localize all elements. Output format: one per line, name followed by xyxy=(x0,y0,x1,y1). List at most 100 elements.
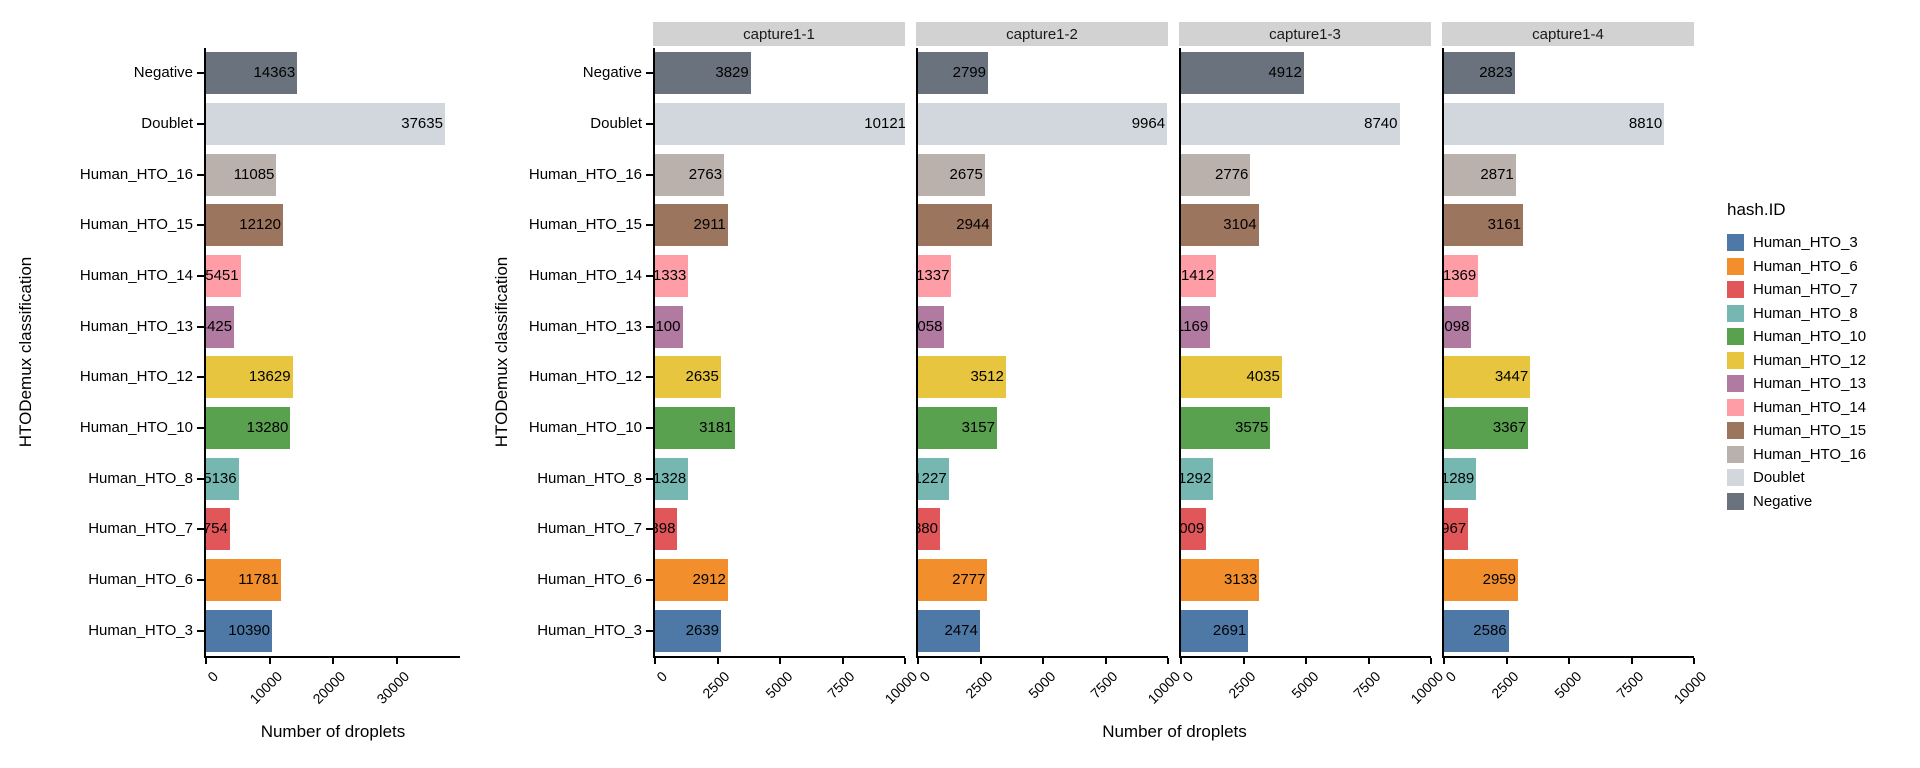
x-axis-tick xyxy=(1693,658,1695,664)
x-axis-tick xyxy=(841,658,844,664)
bar-Human_HTO_16 xyxy=(1444,153,1516,196)
x-axis-tick xyxy=(1430,658,1432,664)
y-axis-label-Negative: Negative xyxy=(582,64,642,82)
bar-value-label: 3367 xyxy=(1492,419,1527,436)
bar-Human_HTO_12 xyxy=(1181,356,1282,399)
facet-strip-capture1-3: capture1-3 xyxy=(1179,22,1431,46)
bar-value-label: 5451 xyxy=(205,267,239,284)
bar-value-label: 3829 xyxy=(715,64,749,82)
y-axis-tick xyxy=(646,224,653,227)
bar-Negative xyxy=(655,52,751,95)
bar-Human_HTO_15 xyxy=(206,204,283,247)
legend-swatch-Human_HTO_12 xyxy=(1727,351,1744,369)
bar-Human_HTO_10 xyxy=(655,407,735,449)
bar-value-label: 3575 xyxy=(1235,419,1269,436)
y-axis-tick xyxy=(197,579,204,581)
bar-value-label: 4912 xyxy=(1268,64,1302,82)
bar-value-label: 12120 xyxy=(239,216,281,234)
legend-label-Human_HTO_15: Human_HTO_15 xyxy=(1753,422,1867,439)
bar-Doublet xyxy=(1181,103,1400,145)
bar-value-label: 11085 xyxy=(233,165,275,183)
bar-Human_HTO_13 xyxy=(918,305,945,348)
bar-value-label: 1337 xyxy=(916,267,950,284)
bar-Negative xyxy=(206,52,298,95)
bar-value-label: 2639 xyxy=(685,621,719,639)
bar-Human_HTO_6 xyxy=(918,559,988,601)
legend-label-Negative: Negative xyxy=(1753,492,1813,510)
bar-Human_HTO_14 xyxy=(1181,255,1217,297)
x-axis-tick xyxy=(1630,658,1633,664)
y-axis-label-Human_HTO_7: Human_HTO_7 xyxy=(537,520,642,538)
bar-value-label: 2959 xyxy=(1482,571,1516,588)
y-axis-tick xyxy=(646,376,653,379)
y-axis-label-Negative: Negative xyxy=(133,64,193,82)
legend-label-Human_HTO_14: Human_HTO_14 xyxy=(1753,398,1867,416)
x-axis-tick-label-text: 10000 xyxy=(1670,668,1710,707)
bar-Human_HTO_7 xyxy=(655,508,678,551)
y-axis-label-Human_HTO_10: Human_HTO_10 xyxy=(528,419,642,436)
bar-value-label: 1169 xyxy=(1179,317,1209,335)
x-axis-tick xyxy=(779,658,781,664)
bar-value-label: 3161 xyxy=(1487,216,1522,234)
bar-Doublet xyxy=(1444,103,1665,145)
left-x-axis-title: Number of droplets xyxy=(260,722,406,741)
bar-Human_HTO_15 xyxy=(1444,204,1524,247)
bar-Human_HTO_12 xyxy=(655,356,721,399)
bar-Human_HTO_7 xyxy=(1444,508,1469,551)
y-axis-label-Doublet: Doublet xyxy=(141,115,193,132)
bar-value-label: 8740 xyxy=(1364,115,1398,132)
legend-title: hash.ID xyxy=(1727,200,1786,219)
bar-Human_HTO_16 xyxy=(1181,153,1251,196)
y-axis-label-Human_HTO_10: Human_HTO_10 xyxy=(79,419,193,436)
legend-label-Human_HTO_12: Human_HTO_12 xyxy=(1753,351,1867,369)
facet-x-axis-title: Number of droplets xyxy=(1102,722,1247,741)
bar-value-label: 1369 xyxy=(1442,267,1477,284)
x-axis-tick xyxy=(904,658,906,664)
bar-Human_HTO_8 xyxy=(1181,457,1214,500)
bar-Human_HTO_6 xyxy=(1181,559,1260,601)
bar-value-label: 9964 xyxy=(1131,115,1166,132)
legend-label-Human_HTO_10: Human_HTO_10 xyxy=(1753,328,1867,345)
bar-value-label: 2912 xyxy=(692,571,726,588)
bar-value-label: 3754 xyxy=(206,520,228,538)
bar-Human_HTO_3 xyxy=(206,609,272,652)
bar-value-label: 3512 xyxy=(970,368,1004,386)
bar-value-label: 2675 xyxy=(949,165,983,183)
y-axis-label-Human_HTO_16: Human_HTO_16 xyxy=(528,165,642,183)
y-axis-tick xyxy=(646,173,653,176)
y-axis-label-Human_HTO_6: Human_HTO_6 xyxy=(88,571,193,588)
y-axis-tick xyxy=(646,579,653,581)
bar-value-label: 2799 xyxy=(952,64,986,82)
x-axis-tick xyxy=(1042,658,1044,664)
legend-label-Human_HTO_7: Human_HTO_7 xyxy=(1753,281,1858,298)
bar-Human_HTO_10 xyxy=(1444,407,1529,449)
bar-Human_HTO_3 xyxy=(1444,609,1509,652)
y-axis-label-Human_HTO_14: Human_HTO_14 xyxy=(79,267,193,284)
y-axis-label-Human_HTO_3: Human_HTO_3 xyxy=(88,621,193,639)
bar-value-label: 2871 xyxy=(1480,165,1514,183)
bar-value-label: 11781 xyxy=(238,571,279,588)
legend-swatch-Doublet xyxy=(1727,469,1744,486)
x-axis-tick xyxy=(1568,658,1570,664)
y-axis-tick xyxy=(197,427,204,429)
y-axis-tick xyxy=(646,123,653,125)
x-axis-tick xyxy=(1367,658,1370,664)
bar-value-label: 13629 xyxy=(248,368,291,386)
legend-swatch-Negative xyxy=(1727,492,1744,510)
y-axis-tick xyxy=(197,224,204,227)
y-axis-label-Human_HTO_12: Human_HTO_12 xyxy=(528,368,642,386)
bar-value-label: 1098 xyxy=(1444,317,1470,335)
y-axis-tick xyxy=(646,72,653,75)
y-axis-tick xyxy=(197,275,204,277)
bar-value-label: 1328 xyxy=(653,469,687,487)
x-axis-tick xyxy=(268,658,271,664)
y-axis-label-Human_HTO_8: Human_HTO_8 xyxy=(537,469,642,487)
y-axis-label-Human_HTO_13: Human_HTO_13 xyxy=(528,317,642,335)
bar-value-label: 1412 xyxy=(1180,267,1215,284)
bar-value-label: 4425 xyxy=(206,317,233,335)
bar-Human_HTO_15 xyxy=(918,204,992,247)
x-axis-tick xyxy=(917,658,919,664)
bar-value-label: 37635 xyxy=(401,115,443,132)
bar-value-label: 5136 xyxy=(204,469,237,487)
legend-swatch-Human_HTO_15 xyxy=(1727,422,1744,439)
